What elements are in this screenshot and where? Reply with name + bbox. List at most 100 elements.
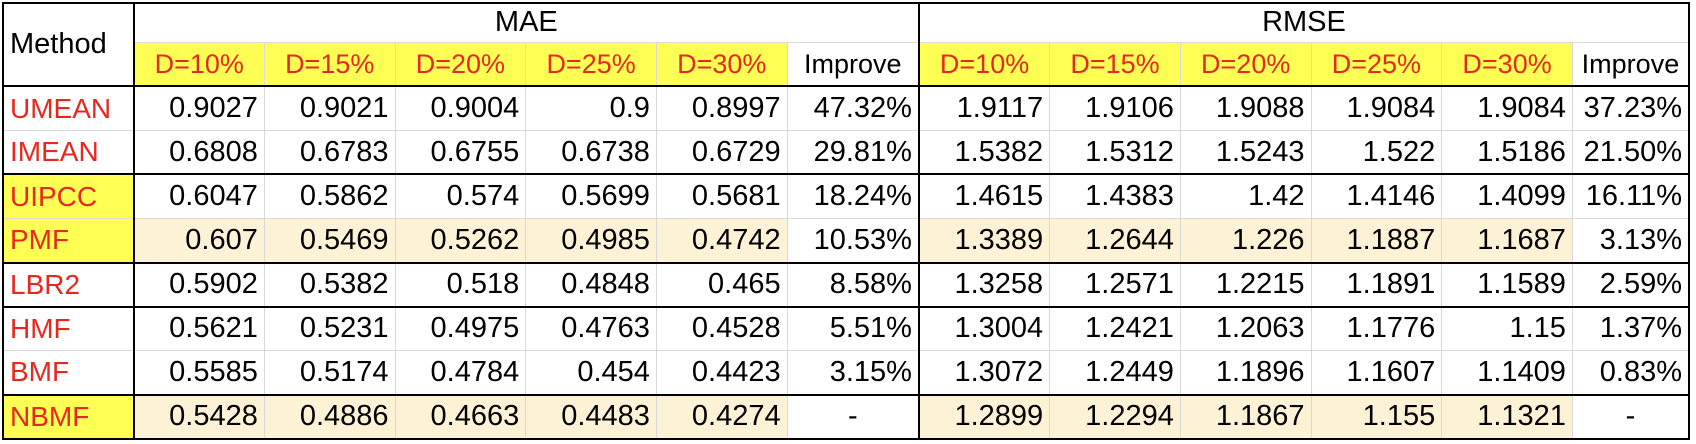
rmse-value-cell: 1.2063 [1179, 305, 1312, 352]
mae-value-cell: 0.4528 [655, 305, 788, 352]
rmse-value-cell: 1.2644 [1049, 217, 1181, 264]
rmse-value-cell: 1.9084 [1310, 85, 1443, 131]
mae-value-cell: 0.4742 [655, 217, 788, 264]
method-column-header: Method [2, 1, 135, 88]
mae-value-cell: 0.5681 [655, 173, 788, 219]
table-row: IMEAN 0.6808 0.6783 0.6755 0.6738 0.6729 29.81… [2, 129, 1690, 175]
mae-value-cell: 0.6047 [133, 173, 265, 219]
rmse-value-cell: 1.1687 [1441, 217, 1573, 264]
rmse-d10-header: D=10% [918, 41, 1051, 88]
mae-value-cell: 0.5862 [263, 173, 396, 219]
mae-value-cell: 0.465 [655, 261, 788, 308]
mae-d25-header: D=25% [525, 41, 657, 88]
rmse-value-cell: 1.4099 [1441, 173, 1573, 219]
mae-value-cell: 0.6738 [525, 129, 657, 175]
rmse-value-cell: 1.3004 [918, 305, 1051, 352]
table-row: LBR2 0.5902 0.5382 0.518 0.4848 0.465 8.58% 1.3… [2, 261, 1690, 308]
rmse-d25-header: D=25% [1310, 41, 1443, 88]
rmse-value-cell: 1.5243 [1179, 129, 1312, 175]
mae-value-cell: 0.6808 [133, 129, 265, 175]
rmse-value-cell: 1.1776 [1310, 305, 1443, 352]
rmse-value-cell: 1.2421 [1049, 305, 1181, 352]
mae-value-cell: 0.5621 [133, 305, 265, 352]
method-name-cell: HMF [2, 305, 135, 352]
mae-value-cell: 0.5262 [394, 217, 527, 264]
rmse-value-cell: 1.2294 [1049, 393, 1181, 441]
rmse-improve-cell: 21.50% [1571, 129, 1690, 175]
table-row: BMF 0.5585 0.5174 0.4784 0.454 0.4423 3.15% 1.3… [2, 350, 1690, 396]
rmse-value-cell: 1.2899 [918, 393, 1051, 441]
method-name-cell: UIPCC [2, 173, 135, 219]
mae-improve-cell: 29.81% [786, 129, 920, 175]
mae-improve-cell: - [786, 393, 920, 441]
rmse-value-cell: 1.2215 [1179, 261, 1312, 308]
rmse-value-cell: 1.155 [1310, 393, 1443, 441]
rmse-value-cell: 1.1867 [1179, 393, 1312, 441]
rmse-improve-cell: 3.13% [1571, 217, 1690, 264]
rmse-improve-cell: 1.37% [1571, 305, 1690, 352]
mae-improve-cell: 5.51% [786, 305, 920, 352]
method-name-cell: NBMF [2, 393, 135, 441]
mae-value-cell: 0.5699 [525, 173, 657, 219]
rmse-value-cell: 1.5312 [1049, 129, 1181, 175]
method-name-cell: PMF [2, 217, 135, 264]
rmse-value-cell: 1.9084 [1441, 85, 1573, 131]
subheader-row: D=10% D=15% D=20% D=25% D=30% Improve D=… [3, 41, 1690, 88]
rmse-improve-cell: 37.23% [1571, 85, 1690, 131]
mae-value-cell: 0.9 [525, 85, 657, 131]
rmse-value-cell: 1.1321 [1441, 393, 1573, 441]
table-row: UMEAN 0.9027 0.9021 0.9004 0.9 0.8997 47.32% 1.… [2, 85, 1690, 131]
mae-improve-cell: 3.15% [786, 350, 920, 396]
rmse-value-cell: 1.1896 [1179, 350, 1312, 396]
mae-value-cell: 0.5174 [263, 350, 396, 396]
rmse-value-cell: 1.5382 [918, 129, 1051, 175]
rmse-value-cell: 1.4383 [1049, 173, 1181, 219]
rmse-value-cell: 1.4615 [918, 173, 1051, 219]
rmse-value-cell: 1.1887 [1310, 217, 1443, 264]
mae-value-cell: 0.6755 [394, 129, 527, 175]
mae-improve-cell: 47.32% [786, 85, 920, 131]
rmse-value-cell: 1.1409 [1441, 350, 1573, 396]
rmse-value-cell: 1.3072 [918, 350, 1051, 396]
group-header-row: Method MAE RMSE [2, 1, 1691, 88]
rmse-value-cell: 1.226 [1179, 217, 1312, 264]
mae-value-cell: 0.5382 [263, 261, 396, 308]
mae-group-header: MAE [133, 1, 920, 43]
mae-value-cell: 0.4483 [525, 393, 657, 441]
rmse-value-cell: 1.522 [1310, 129, 1443, 175]
mae-value-cell: 0.4985 [525, 217, 657, 264]
table-row: HMF 0.5621 0.5231 0.4975 0.4763 0.4528 5.51% 1.… [2, 305, 1690, 352]
mae-value-cell: 0.4848 [525, 261, 657, 308]
rmse-value-cell: 1.1589 [1441, 261, 1573, 308]
mae-improve-cell: 10.53% [786, 217, 920, 264]
rmse-value-cell: 1.1607 [1310, 350, 1443, 396]
mae-value-cell: 0.5428 [133, 393, 265, 441]
mae-value-cell: 0.574 [394, 173, 527, 219]
mae-value-cell: 0.5585 [133, 350, 265, 396]
method-name-cell: IMEAN [2, 129, 135, 175]
rmse-value-cell: 1.2449 [1049, 350, 1181, 396]
rmse-d15-header: D=15% [1049, 41, 1181, 88]
mae-improve-header: Improve [786, 41, 920, 88]
rmse-d30-header: D=30% [1441, 41, 1573, 88]
rmse-improve-cell: 0.83% [1571, 350, 1690, 396]
mae-value-cell: 0.5469 [263, 217, 396, 264]
mae-value-cell: 0.9027 [133, 85, 265, 131]
mae-value-cell: 0.9004 [394, 85, 527, 131]
rmse-value-cell: 1.42 [1179, 173, 1312, 219]
mae-d30-header: D=30% [655, 41, 788, 88]
mae-value-cell: 0.8997 [655, 85, 788, 131]
rmse-value-cell: 1.2571 [1049, 261, 1181, 308]
rmse-value-cell: 1.15 [1441, 305, 1573, 352]
mae-value-cell: 0.6729 [655, 129, 788, 175]
rmse-value-cell: 1.9088 [1179, 85, 1312, 131]
mae-value-cell: 0.4975 [394, 305, 527, 352]
mae-value-cell: 0.4763 [525, 305, 657, 352]
rmse-value-cell: 1.3389 [918, 217, 1051, 264]
mae-value-cell: 0.4663 [394, 393, 527, 441]
rmse-group-header: RMSE [918, 1, 1691, 43]
rmse-value-cell: 1.4146 [1310, 173, 1443, 219]
mae-d15-header: D=15% [263, 41, 396, 88]
rmse-value-cell: 1.9117 [918, 85, 1051, 131]
table-row: UIPCC 0.6047 0.5862 0.574 0.5699 0.5681 18.24%… [2, 173, 1690, 219]
